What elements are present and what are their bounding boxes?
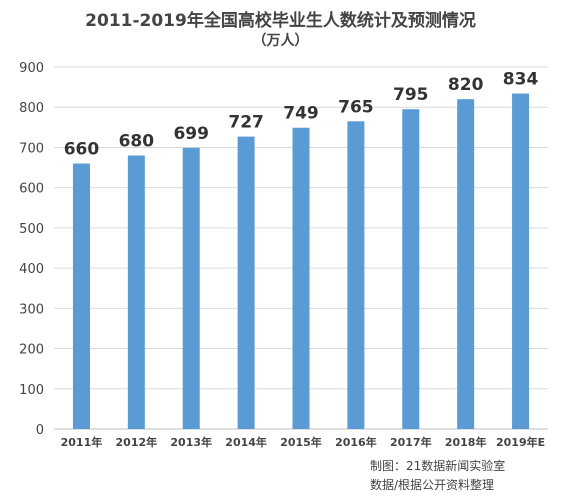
x-tick-label-2015年: 2015年 — [280, 435, 322, 449]
x-tick-label-2013年: 2013年 — [170, 435, 212, 449]
x-tick-label-2019年E: 2019年E — [496, 435, 545, 449]
chart-subtitle: （万人） — [252, 33, 309, 49]
bar-2018年 — [457, 99, 475, 429]
credit-line-producer: 制图：21数据新闻实验室 — [370, 459, 506, 473]
data-label-2019年E: 834 — [503, 70, 539, 90]
y-tick-label-100: 100 — [19, 383, 44, 398]
data-label-2017年: 795 — [393, 85, 429, 105]
bar-2016年 — [347, 121, 365, 430]
data-label-2011年: 660 — [64, 140, 100, 160]
x-tick-label-2012年: 2012年 — [116, 435, 158, 449]
bar-2015年 — [292, 127, 310, 429]
bar-2019年E — [512, 93, 530, 430]
data-label-2012年: 680 — [119, 131, 155, 151]
y-tick-label-600: 600 — [19, 182, 44, 197]
y-tick-label-300: 300 — [19, 302, 44, 317]
y-tick-label-800: 800 — [19, 101, 44, 116]
y-tick-label-900: 900 — [19, 61, 44, 76]
data-label-2014年: 727 — [228, 113, 264, 133]
bar-2014年 — [237, 136, 255, 429]
x-tick-label-2014年: 2014年 — [225, 435, 267, 449]
bar-2017年 — [402, 109, 420, 429]
data-label-2016年: 765 — [338, 97, 374, 117]
y-tick-label-700: 700 — [19, 141, 44, 156]
y-tick-label-400: 400 — [19, 262, 44, 277]
x-tick-label-2011年: 2011年 — [61, 435, 103, 449]
x-tick-label-2016年: 2016年 — [335, 435, 377, 449]
data-label-2018年: 820 — [448, 75, 484, 95]
y-tick-label-0: 0 — [36, 423, 44, 438]
x-tick-label-2017年: 2017年 — [390, 435, 432, 449]
y-tick-label-200: 200 — [19, 343, 44, 358]
credit-line-source: 数据/根据公开资料整理 — [370, 478, 495, 492]
bar-2011年 — [72, 163, 90, 430]
chart-title: 2011-2019年全国高校毕业生人数统计及预测情况 — [85, 11, 476, 31]
bar-2012年 — [127, 155, 145, 429]
data-label-2013年: 699 — [173, 124, 209, 144]
bar-2013年 — [182, 147, 200, 429]
y-tick-label-500: 500 — [19, 222, 44, 237]
x-tick-label-2018年: 2018年 — [445, 435, 487, 449]
chart-credits: 制图：21数据新闻实验室 数据/根据公开资料整理 — [370, 457, 505, 495]
data-label-2015年: 749 — [283, 104, 319, 124]
